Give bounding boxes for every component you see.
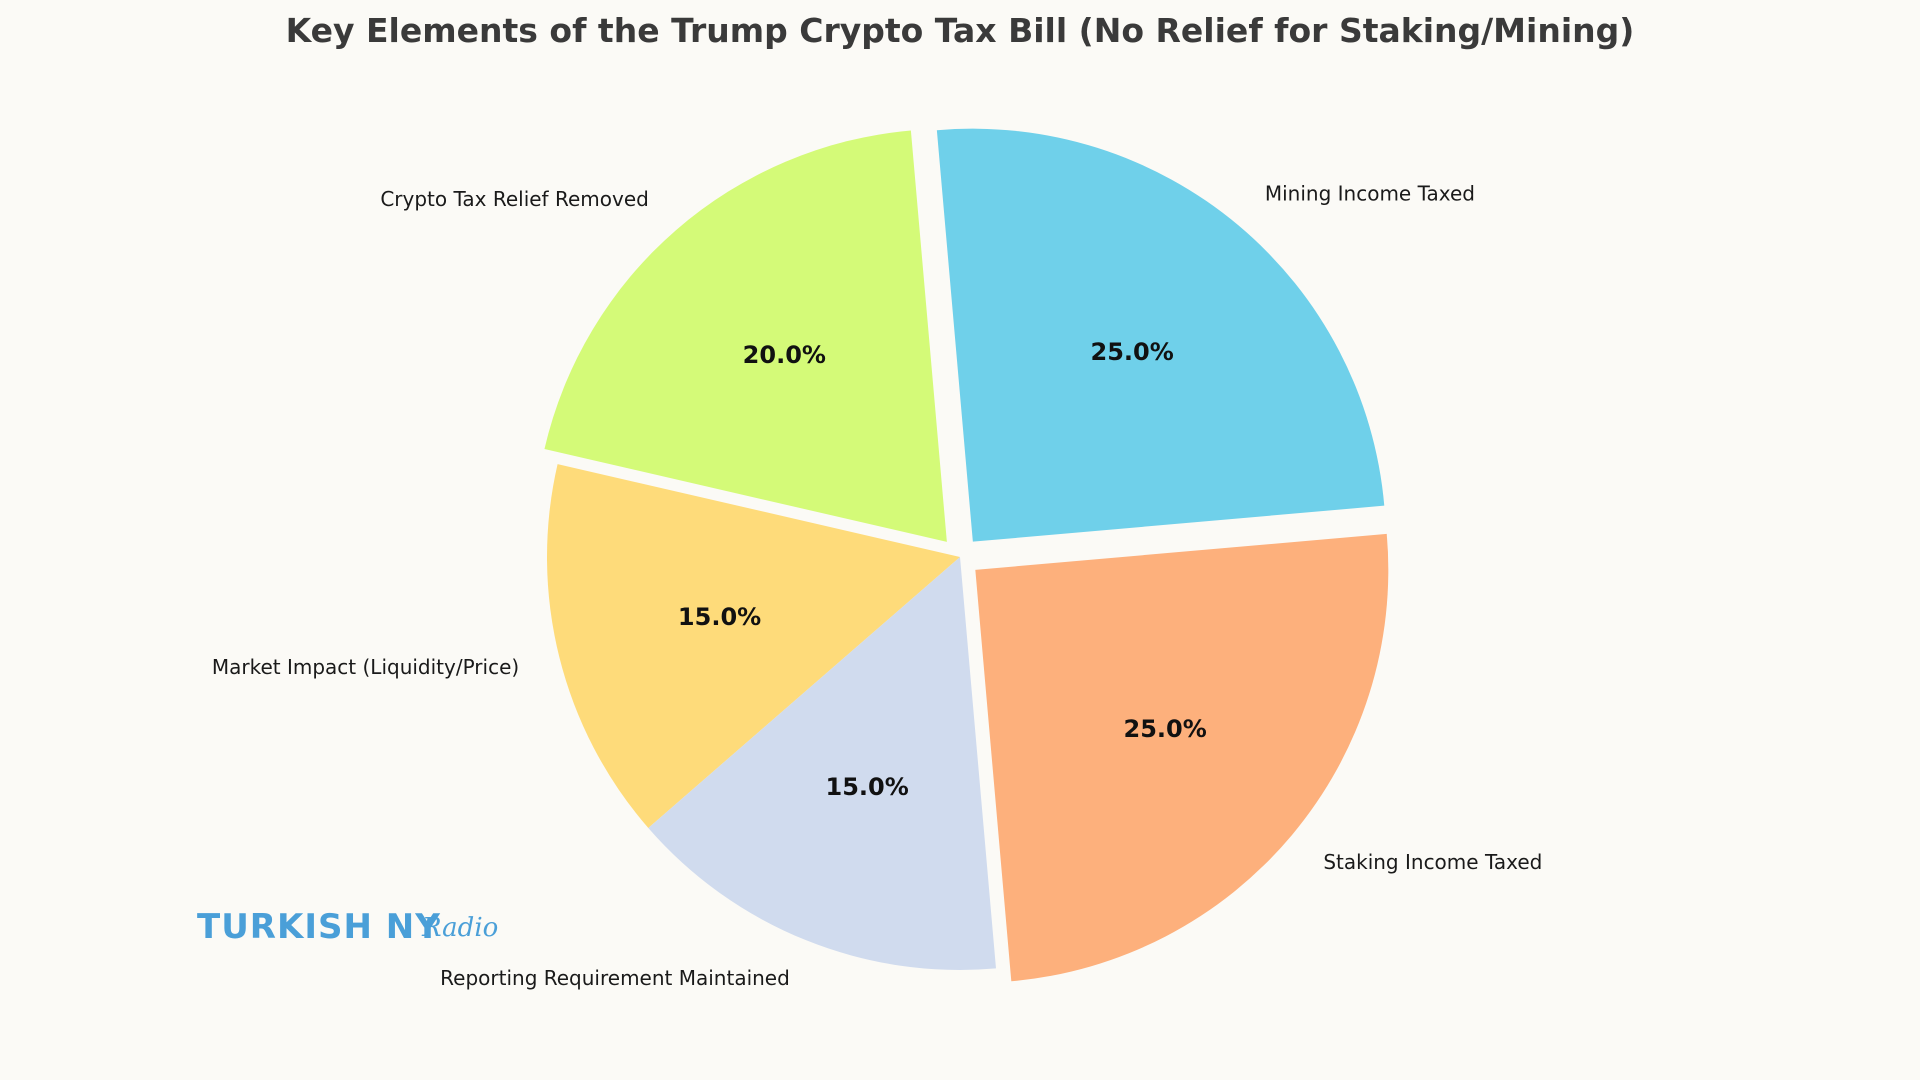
- slice-percent-label: 25.0%: [1091, 338, 1174, 366]
- pie-slice: [975, 533, 1389, 982]
- slice-category-label: Reporting Requirement Maintained: [440, 966, 790, 990]
- pie-slice: [546, 464, 960, 828]
- slice-category-label: Market Impact (Liquidity/Price): [212, 655, 519, 679]
- logo-script-text: Radio: [421, 913, 498, 943]
- slice-percent-label: 25.0%: [1124, 715, 1207, 743]
- chart-title: Key Elements of the Trump Crypto Tax Bil…: [286, 11, 1635, 50]
- slice-percent-label: 15.0%: [826, 773, 909, 801]
- slice-percent-label: 20.0%: [743, 341, 826, 369]
- slice-category-label: Staking Income Taxed: [1323, 850, 1542, 874]
- slice-category-label: Crypto Tax Relief Removed: [380, 187, 649, 211]
- logo-brand-text: TURKISH NY: [197, 907, 441, 947]
- pie-slice: [936, 128, 1385, 542]
- pie-slice: [544, 130, 947, 542]
- slice-category-label: Mining Income Taxed: [1265, 182, 1475, 206]
- pie-slice: [648, 557, 996, 970]
- percent-labels: 20.0% 15.0% 15.0% 25.0% 25.0%: [678, 338, 1207, 801]
- pie-slices: [544, 128, 1389, 982]
- brand-logo: TURKISH NY Radio: [197, 907, 498, 947]
- slice-labels: Crypto Tax Relief Removed Market Impact (…: [212, 182, 1542, 991]
- slice-percent-label: 15.0%: [678, 603, 761, 631]
